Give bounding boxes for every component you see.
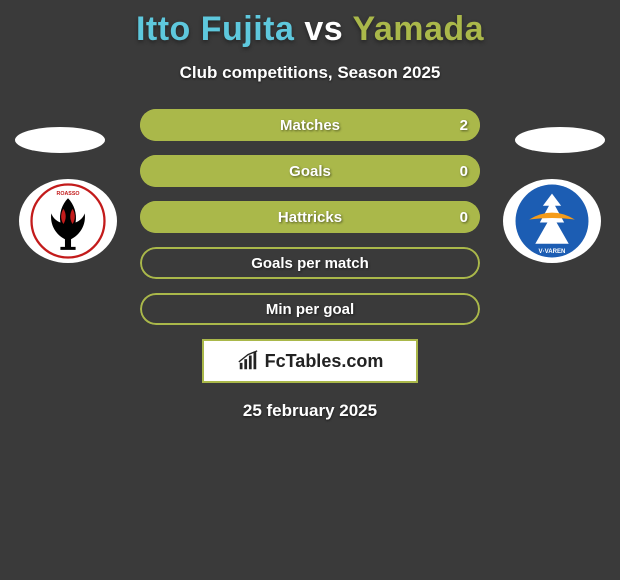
stat-row: Goals0: [140, 155, 480, 187]
club-badge-left: ROASSO: [19, 179, 117, 263]
stat-label: Hattricks: [140, 201, 480, 233]
player1-name: Itto Fujita: [136, 10, 294, 48]
player2-oval: [515, 127, 605, 153]
chart-icon: [237, 350, 259, 372]
comparison-title: Itto Fujita vs Yamada: [0, 0, 620, 49]
stat-value-right: 2: [460, 109, 468, 141]
stat-value-right: 0: [460, 155, 468, 187]
stats-container: Matches2Goals0Hattricks0Goals per matchM…: [140, 109, 480, 325]
subtitle: Club competitions, Season 2025: [0, 63, 620, 83]
svg-text:ROASSO: ROASSO: [56, 191, 79, 197]
stat-label: Goals per match: [140, 247, 480, 279]
stat-label: Min per goal: [140, 293, 480, 325]
svg-text:V·VAREN: V·VAREN: [539, 248, 566, 255]
stat-row: Hattricks0: [140, 201, 480, 233]
club-badge-right: V·VAREN: [503, 179, 601, 263]
date-text: 25 february 2025: [0, 401, 620, 421]
brand-link[interactable]: FcTables.com: [202, 339, 418, 383]
vs-text: vs: [304, 10, 343, 48]
brand-text: FcTables.com: [265, 351, 384, 372]
roasso-logo-icon: ROASSO: [25, 183, 111, 259]
stat-label: Matches: [140, 109, 480, 141]
player1-oval: [15, 127, 105, 153]
stat-row: Goals per match: [140, 247, 480, 279]
stat-row: Min per goal: [140, 293, 480, 325]
stat-row: Matches2: [140, 109, 480, 141]
player2-name: Yamada: [353, 10, 485, 48]
vvaren-logo-icon: V·VAREN: [509, 183, 595, 259]
stat-value-right: 0: [460, 201, 468, 233]
stat-label: Goals: [140, 155, 480, 187]
